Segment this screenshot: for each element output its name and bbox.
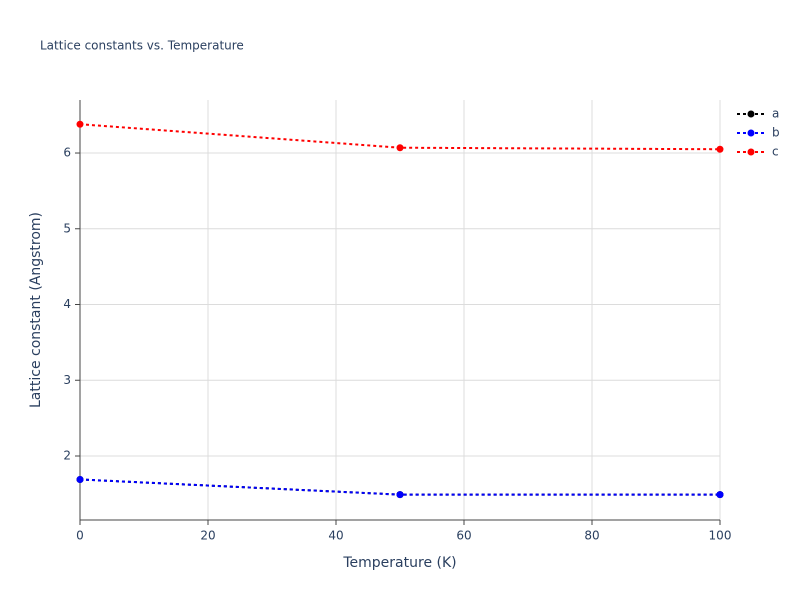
legend-marker (747, 129, 755, 137)
x-tick-label: 0 (76, 529, 84, 543)
marker (716, 491, 724, 499)
x-tick-label: 60 (456, 529, 471, 543)
y-tick-label: 3 (63, 373, 71, 387)
x-axis-title: Temperature (K) (342, 555, 456, 571)
y-tick-label: 4 (63, 297, 71, 311)
legend-label: b (772, 126, 780, 140)
y-tick-label: 5 (63, 221, 71, 235)
y-axis-title: Lattice constant (Angstrom) (28, 212, 44, 408)
x-tick-label: 20 (200, 529, 215, 543)
x-tick-label: 80 (584, 529, 599, 543)
x-tick-label: 40 (328, 529, 343, 543)
legend-label: c (772, 145, 779, 159)
legend-label: a (772, 107, 779, 121)
y-tick-label: 6 (63, 146, 71, 160)
marker (76, 120, 84, 128)
marker (396, 491, 404, 499)
legend-marker (747, 148, 755, 156)
x-tick-label: 100 (709, 529, 732, 543)
y-tick-label: 2 (63, 448, 71, 462)
marker (716, 145, 724, 153)
marker (396, 144, 404, 152)
marker (76, 475, 84, 483)
chart-title: Lattice constants vs. Temperature (40, 39, 244, 53)
legend-marker (747, 110, 755, 118)
